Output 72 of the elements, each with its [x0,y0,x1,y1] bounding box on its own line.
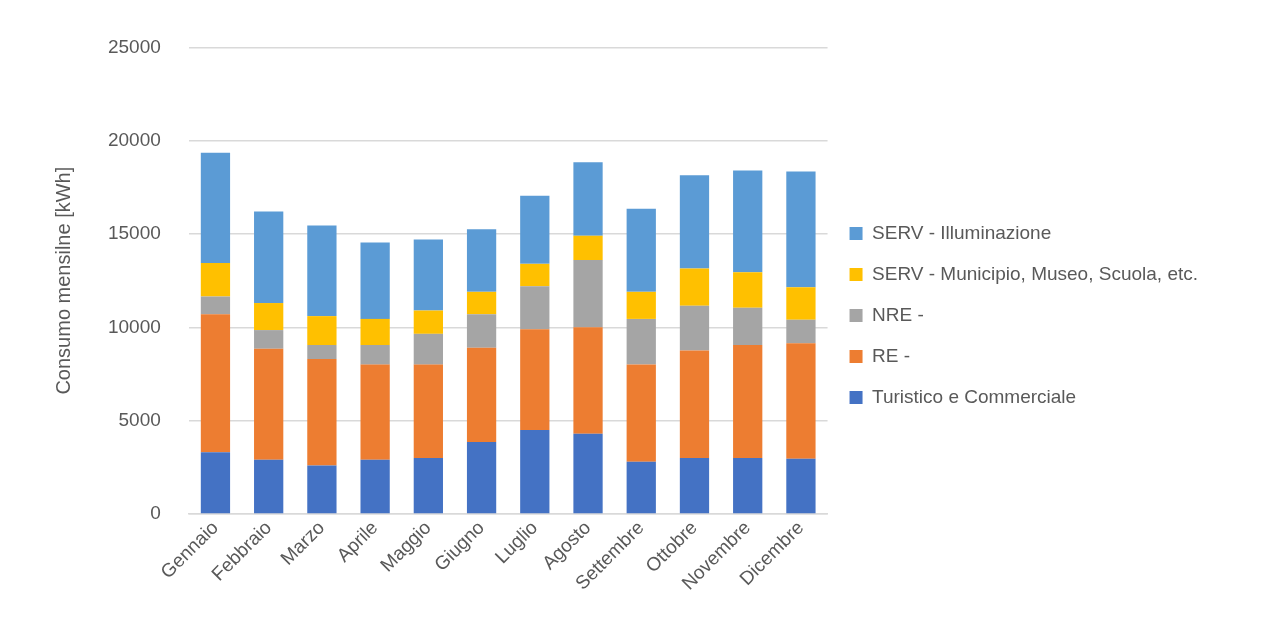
bar [786,458,816,514]
bar [679,350,710,458]
y-tick-label: 20000 [107,128,161,150]
bar [200,314,231,453]
bar [200,296,231,315]
bar [360,459,390,514]
bar [254,303,284,331]
bar [520,429,550,514]
bar [307,316,337,346]
bar [413,310,443,334]
bar [413,457,443,514]
bar [360,345,390,365]
bar [413,364,443,458]
bar [786,171,816,288]
bar [520,329,550,430]
legend-label: SERV - Illuminazione [872,221,1052,243]
bar [466,291,497,315]
bar [786,287,816,320]
bar [626,318,656,365]
legend-label: Turistico e Commerciale [872,385,1077,407]
bar [573,235,603,261]
legend-label: NRE - [872,303,924,325]
legend-label: SERV - Municipio, Museo, Scuola, etc. [872,262,1199,284]
bar [307,465,337,514]
bar [573,327,603,434]
bar [254,211,284,304]
bar [573,260,603,328]
bar [679,305,710,351]
bar [200,452,231,514]
bar [520,263,550,287]
y-axis-title: Consumo mensilne [kWh] [51,166,74,395]
bar [466,347,497,443]
bar [466,442,497,514]
bar [733,345,763,458]
y-tick-label: 5000 [118,408,161,430]
y-tick-label: 15000 [107,222,161,244]
bar [733,457,763,514]
bar [466,229,497,292]
bar [200,262,231,297]
bar [679,457,710,514]
bar [360,318,390,346]
bar [307,359,337,466]
bar [786,343,816,459]
bar [626,291,656,319]
bar [413,333,443,365]
legend-label: RE - [872,344,911,366]
bar [573,433,603,514]
bar [626,364,656,462]
bar [679,268,710,306]
bar [200,152,231,263]
bar [254,459,284,514]
bar [360,242,390,319]
bar [573,162,603,236]
bar [733,307,763,346]
bar [360,364,390,460]
bar [626,461,656,514]
bar [733,272,763,308]
bar [254,330,284,349]
bar [626,208,656,292]
y-tick-label: 10000 [107,315,161,337]
bar [786,319,816,344]
bar [413,239,443,311]
bar [466,314,497,348]
bar [520,286,550,330]
bar [254,348,284,460]
bar [679,175,710,269]
bar [520,195,550,264]
y-tick-label: 25000 [107,35,161,57]
bar [307,345,337,360]
bar [307,225,337,317]
y-tick-label: 0 [150,502,161,524]
bar [733,170,763,273]
